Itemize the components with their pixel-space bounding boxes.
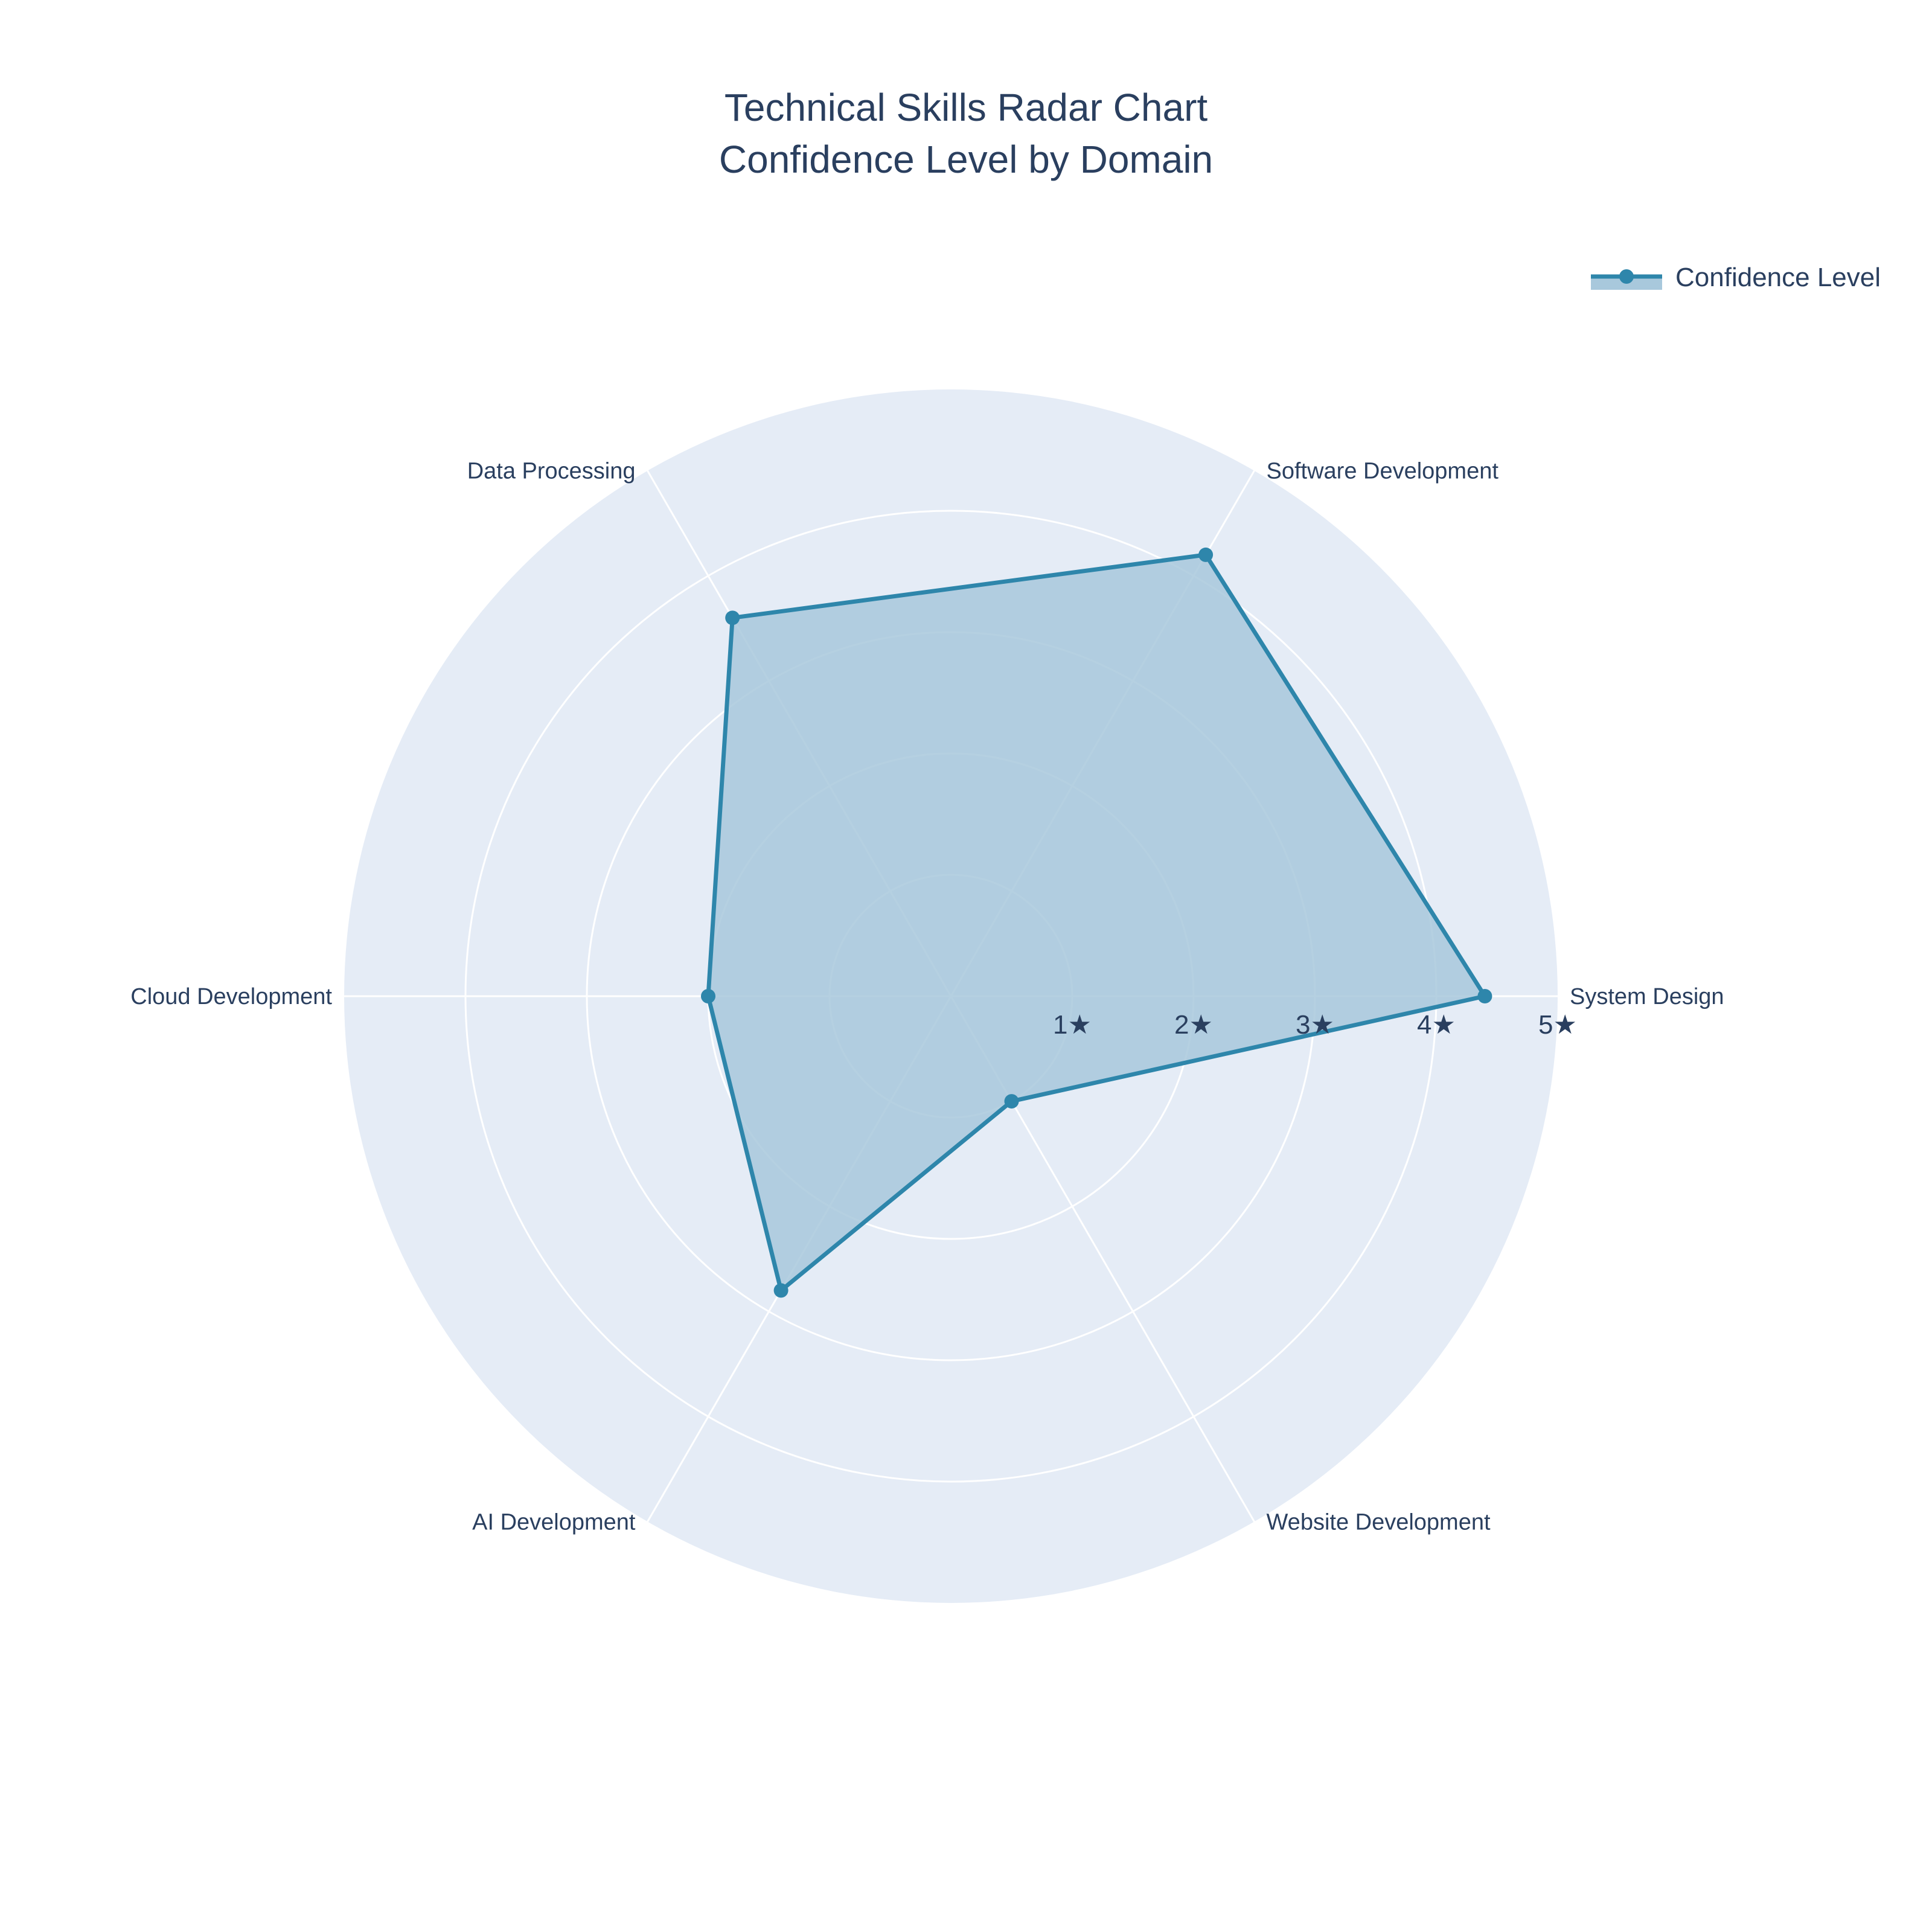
chart-title-group: Technical Skills Radar Chart Confidence …	[719, 86, 1213, 181]
legend-label[interactable]: Confidence Level	[1675, 263, 1881, 292]
category-label: Cloud Development	[130, 984, 332, 1009]
data-point-data-processing[interactable]	[725, 610, 740, 625]
category-label: System Design	[1570, 984, 1724, 1009]
category-label: Website Development	[1267, 1509, 1491, 1535]
category-labels: System Design Software Development Data Pr…	[130, 459, 1724, 1535]
data-point-software-development[interactable]	[1198, 547, 1214, 562]
radial-tick-label: 1★	[1053, 1010, 1092, 1040]
chart-subtitle: Confidence Level by Domain	[719, 138, 1213, 181]
category-label: Data Processing	[467, 459, 636, 484]
category-label: AI Development	[472, 1509, 636, 1535]
radial-tick-label: 5★	[1538, 1010, 1577, 1040]
data-point-ai-development[interactable]	[773, 1283, 788, 1298]
data-point-cloud-development[interactable]	[701, 989, 715, 1003]
legend-swatch-marker	[1619, 269, 1634, 284]
series-layer	[701, 547, 1492, 1298]
radial-tick-label: 4★	[1417, 1010, 1456, 1040]
radial-tick-label: 3★	[1296, 1010, 1334, 1040]
chart-title: Technical Skills Radar Chart	[724, 86, 1208, 129]
data-point-system-design[interactable]	[1477, 989, 1492, 1003]
legend[interactable]: Confidence Level	[1591, 263, 1881, 292]
radial-tick-label: 2★	[1174, 1010, 1213, 1040]
data-point-website-development[interactable]	[1004, 1094, 1019, 1109]
radial-tick-labels: 1★ 2★ 3★ 4★ 5★	[1053, 1010, 1577, 1040]
category-label: Software Development	[1267, 459, 1499, 484]
